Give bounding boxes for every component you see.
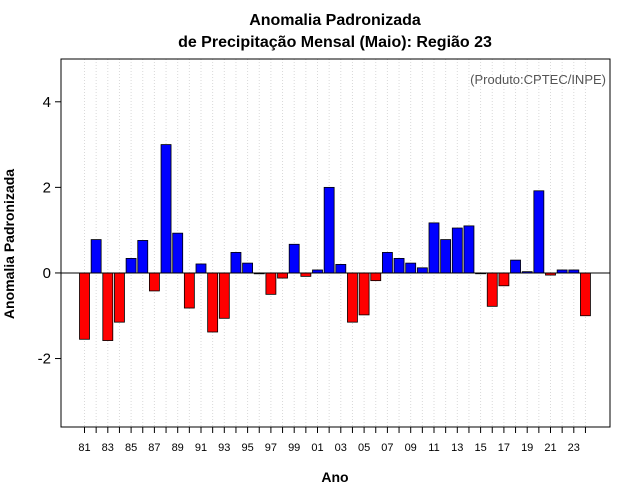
bar-1982 bbox=[90, 239, 102, 274]
x-tick-label: 03 bbox=[335, 442, 347, 454]
x-tick-label: 83 bbox=[102, 442, 114, 454]
bar-2018 bbox=[510, 259, 521, 274]
bar-1997 bbox=[265, 272, 277, 295]
x-tick-label: 85 bbox=[125, 442, 137, 454]
bar-2013 bbox=[451, 227, 463, 274]
bar-2007 bbox=[381, 252, 393, 274]
bar-1994 bbox=[230, 252, 242, 274]
x-tick-label: 97 bbox=[265, 442, 277, 454]
chart-subtitle: de Precipitação Mensal (Maio): Região 23 bbox=[178, 34, 492, 51]
bar-2010 bbox=[416, 267, 428, 274]
bar-1989 bbox=[172, 232, 184, 274]
x-tick-label: 81 bbox=[78, 442, 90, 454]
bar-1986 bbox=[137, 240, 149, 274]
bar-1984 bbox=[114, 272, 125, 323]
x-tick-label: 99 bbox=[288, 442, 300, 454]
bar-2002 bbox=[323, 186, 335, 274]
x-tick-label: 19 bbox=[521, 442, 533, 454]
x-tick-label: 93 bbox=[218, 442, 230, 454]
bar-2012 bbox=[440, 239, 452, 274]
x-tick-label: 05 bbox=[358, 442, 370, 454]
bar-1987 bbox=[148, 272, 160, 292]
bar-2024 bbox=[580, 272, 591, 317]
bar-1983 bbox=[102, 272, 114, 341]
x-tick-label: 17 bbox=[498, 442, 510, 454]
chart-title: Anomalia Padronizada bbox=[249, 12, 421, 29]
x-axis-label: Ano bbox=[321, 469, 348, 485]
y-tick-label: -2 bbox=[38, 351, 51, 368]
bar-1988 bbox=[160, 144, 172, 274]
bar-1999 bbox=[288, 243, 300, 274]
bar-2014 bbox=[463, 225, 475, 274]
x-tick-label: 07 bbox=[381, 442, 393, 454]
x-tick-label: 15 bbox=[474, 442, 486, 454]
x-tick-label: 23 bbox=[568, 442, 580, 454]
bar-2008 bbox=[393, 258, 405, 274]
bar-1998 bbox=[277, 272, 288, 279]
bar-1981 bbox=[79, 272, 90, 340]
bar-2020 bbox=[533, 190, 545, 274]
bar-1992 bbox=[207, 272, 219, 333]
plot-frame bbox=[60, 58, 611, 428]
x-tick-label: 13 bbox=[451, 442, 463, 454]
y-tick-label: 0 bbox=[43, 265, 51, 282]
bar-2000 bbox=[300, 272, 312, 277]
bar-2006 bbox=[370, 272, 382, 282]
x-tick-label: 89 bbox=[172, 442, 184, 454]
bars bbox=[79, 144, 591, 341]
x-axis: 81 83 85 87 89 91 93 95 97 99 01 03 05 07 09 11 13 15 17 19… bbox=[78, 427, 586, 454]
y-axis: -2 0 2 4 bbox=[38, 94, 61, 368]
bar-1993 bbox=[218, 272, 230, 319]
y-axis-label: Anomalia Padronizada bbox=[1, 169, 17, 319]
y-tick-label: 4 bbox=[43, 94, 51, 111]
grid-lines bbox=[84, 59, 586, 427]
x-tick-label: 91 bbox=[195, 442, 207, 454]
bar-2003 bbox=[335, 263, 347, 274]
x-tick-label: 87 bbox=[148, 442, 160, 454]
x-tick-label: 09 bbox=[405, 442, 417, 454]
bar-2004 bbox=[347, 272, 358, 323]
bar-2005 bbox=[358, 272, 370, 316]
bar-2009 bbox=[405, 262, 417, 274]
bar-2017 bbox=[498, 272, 510, 287]
bar-1990 bbox=[183, 272, 195, 309]
x-tick-label: 21 bbox=[544, 442, 556, 454]
source-annotation: (Produto:CPTEC/INPE) bbox=[470, 72, 606, 87]
x-tick-label: 01 bbox=[311, 442, 323, 454]
x-tick-label: 11 bbox=[428, 442, 439, 454]
y-tick-label: 2 bbox=[43, 179, 51, 196]
bar-1985 bbox=[125, 258, 137, 274]
bar-1991 bbox=[195, 263, 207, 274]
bar-2016 bbox=[486, 272, 498, 307]
x-tick-label: 95 bbox=[241, 442, 253, 454]
bar-2011 bbox=[428, 222, 440, 274]
bar-1995 bbox=[242, 262, 254, 274]
